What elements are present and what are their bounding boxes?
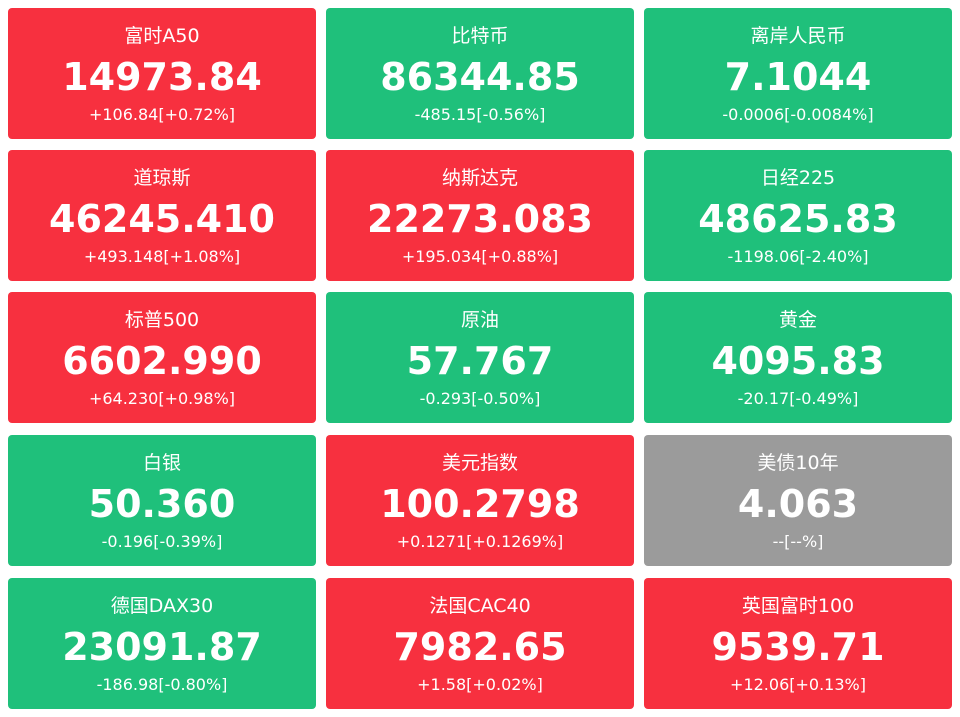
quote-name: 美债10年: [757, 452, 839, 474]
quote-change: -0.196[-0.39%]: [101, 532, 223, 551]
quote-value: 46245.410: [49, 197, 275, 241]
quote-tile[interactable]: 美债10年 4.063 --[--%]: [644, 435, 952, 566]
quote-value: 6602.990: [62, 339, 262, 383]
quote-tile[interactable]: 原油 57.767 -0.293[-0.50%]: [326, 292, 634, 423]
quote-change: +195.034[+0.88%]: [401, 247, 559, 266]
quote-tile[interactable]: 英国富时100 9539.71 +12.06[+0.13%]: [644, 578, 952, 709]
quote-name: 离岸人民币: [750, 25, 846, 47]
quote-change: -0.0006[-0.0084%]: [722, 105, 874, 124]
quote-name: 白银: [142, 452, 181, 474]
quote-change: +64.230[+0.98%]: [88, 389, 236, 408]
quote-value: 50.360: [88, 482, 236, 526]
quote-value: 57.767: [406, 339, 554, 383]
quote-tile[interactable]: 纳斯达克 22273.083 +195.034[+0.88%]: [326, 150, 634, 281]
quote-tile[interactable]: 黄金 4095.83 -20.17[-0.49%]: [644, 292, 952, 423]
quote-tile[interactable]: 离岸人民币 7.1044 -0.0006[-0.0084%]: [644, 8, 952, 139]
quote-value: 100.2798: [380, 482, 580, 526]
quote-change: +493.148[+1.08%]: [83, 247, 241, 266]
quote-name: 美元指数: [441, 452, 518, 474]
quote-value: 23091.87: [62, 625, 262, 669]
quote-name: 日经225: [760, 167, 836, 189]
quote-change: -186.98[-0.80%]: [96, 675, 228, 694]
quote-change: -20.17[-0.49%]: [737, 389, 859, 408]
quote-name: 道琼斯: [133, 167, 191, 189]
quote-tile[interactable]: 标普500 6602.990 +64.230[+0.98%]: [8, 292, 316, 423]
quote-value: 4.063: [737, 482, 859, 526]
quote-change: -485.15[-0.56%]: [414, 105, 546, 124]
quote-tile[interactable]: 比特币 86344.85 -485.15[-0.56%]: [326, 8, 634, 139]
quote-name: 纳斯达克: [441, 167, 518, 189]
quote-value: 7982.65: [393, 625, 567, 669]
quote-name: 英国富时100: [741, 595, 855, 617]
quote-value: 7.1044: [724, 55, 872, 99]
quote-value: 22273.083: [367, 197, 593, 241]
quote-value: 14973.84: [62, 55, 262, 99]
quote-value: 86344.85: [380, 55, 580, 99]
quote-name: 黄金: [778, 309, 817, 331]
quote-change: +106.84[+0.72%]: [88, 105, 236, 124]
quote-change: --[--%]: [772, 532, 824, 551]
quote-tile[interactable]: 日经225 48625.83 -1198.06[-2.40%]: [644, 150, 952, 281]
quote-name: 法国CAC40: [429, 595, 531, 617]
quote-name: 标普500: [124, 309, 200, 331]
quote-name: 富时A50: [124, 25, 200, 47]
quote-tile[interactable]: 德国DAX30 23091.87 -186.98[-0.80%]: [8, 578, 316, 709]
quote-tile[interactable]: 富时A50 14973.84 +106.84[+0.72%]: [8, 8, 316, 139]
quote-tile[interactable]: 美元指数 100.2798 +0.1271[+0.1269%]: [326, 435, 634, 566]
quote-name: 原油: [460, 309, 499, 331]
quote-change: -0.293[-0.50%]: [419, 389, 541, 408]
quote-tile[interactable]: 道琼斯 46245.410 +493.148[+1.08%]: [8, 150, 316, 281]
quote-change: -1198.06[-2.40%]: [727, 247, 869, 266]
quote-name: 比特币: [451, 25, 509, 47]
quote-value: 4095.83: [711, 339, 885, 383]
quote-change: +1.58[+0.02%]: [417, 675, 543, 694]
quote-name: 德国DAX30: [110, 595, 214, 617]
quote-change: +0.1271[+0.1269%]: [396, 532, 564, 551]
quote-tile[interactable]: 法国CAC40 7982.65 +1.58[+0.02%]: [326, 578, 634, 709]
quote-value: 9539.71: [711, 625, 885, 669]
quote-value: 48625.83: [698, 197, 898, 241]
quote-tile[interactable]: 白银 50.360 -0.196[-0.39%]: [8, 435, 316, 566]
quote-change: +12.06[+0.13%]: [730, 675, 866, 694]
